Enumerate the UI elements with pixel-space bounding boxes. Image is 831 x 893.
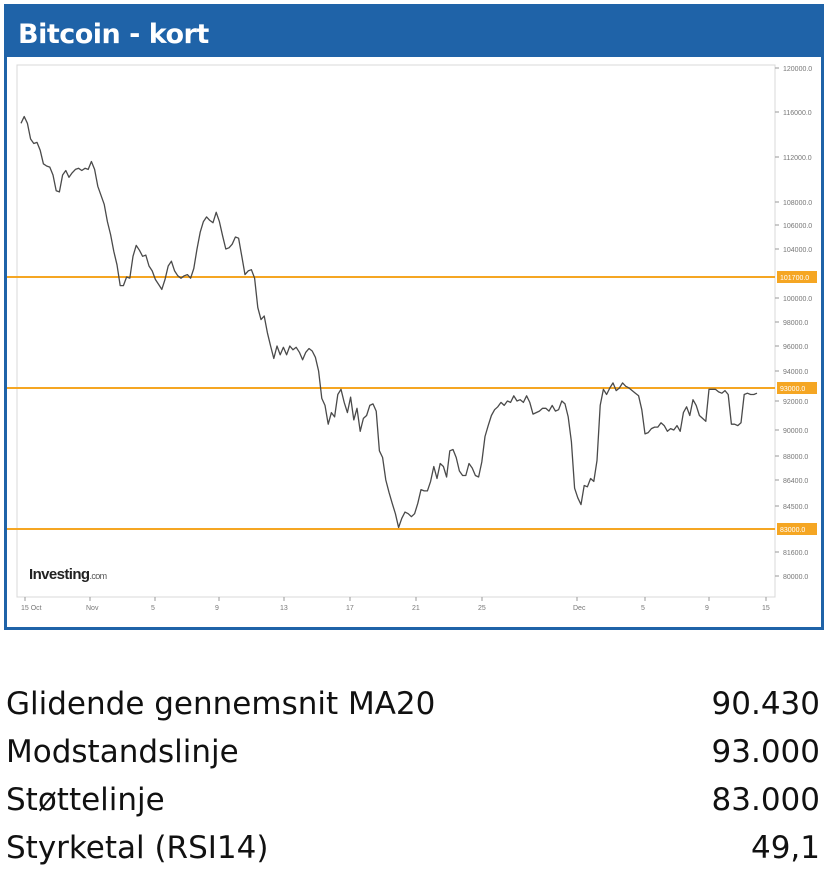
y-tick-label: 90000.0 — [783, 428, 808, 435]
level-label: 93000.0 — [780, 386, 805, 393]
price-chart: 120000.0 116000.0 112000.0 108000.0 106000.0… — [7, 64, 817, 612]
y-tick-label: 88000.0 — [783, 454, 808, 461]
x-tick-label: 5 — [151, 605, 155, 612]
level-badge — [777, 271, 817, 283]
y-tick-label: 81600.0 — [783, 550, 808, 557]
stat-row-rsi: Styrketal (RSI14) 49,1 — [6, 830, 820, 878]
y-tick-label: 86400.0 — [783, 478, 808, 485]
y-tick-label: 116000.0 — [783, 110, 812, 117]
level-label: 101700.0 — [780, 275, 809, 282]
stat-value-ma20: 90.430 — [711, 686, 820, 722]
y-tick-label: 80000.0 — [783, 574, 808, 581]
y-tick-label: 104000.0 — [783, 247, 812, 254]
y-tick-label: 106000.0 — [783, 223, 812, 230]
stat-value-resistance: 93.000 — [711, 734, 820, 770]
stat-label-rsi: Styrketal (RSI14) — [6, 830, 269, 866]
y-tick-label: 120000.0 — [783, 66, 812, 73]
stat-label-ma20: Glidende gennemsnit MA20 — [6, 686, 436, 722]
investing-watermark: Investing.com — [29, 566, 107, 583]
stat-row-support: Støttelinje 83.000 — [6, 782, 820, 830]
stat-value-support: 83.000 — [711, 782, 820, 818]
x-tick-label: 21 — [412, 605, 420, 612]
x-tick-label: 15 — [762, 605, 770, 612]
x-tick-label: 17 — [346, 605, 354, 612]
x-tick-label: 5 — [641, 605, 645, 612]
stat-row-ma20: Glidende gennemsnit MA20 90.430 — [6, 686, 820, 734]
x-tick-label: 9 — [215, 605, 219, 612]
level-badge — [777, 523, 817, 535]
price-series-line — [20, 115, 758, 529]
stats-table: Glidende gennemsnit MA20 90.430 Modstand… — [6, 686, 820, 878]
stat-value-rsi: 49,1 — [750, 830, 820, 866]
stat-label-support: Støttelinje — [6, 782, 165, 818]
y-tick-label: 112000.0 — [783, 155, 812, 162]
x-tick-label: Dec — [573, 605, 586, 612]
y-tick-label: 92000.0 — [783, 399, 808, 406]
stat-label-resistance: Modstandslinje — [6, 734, 239, 770]
y-tick-label: 84500.0 — [783, 504, 808, 511]
y-tick-label: 100000.0 — [783, 296, 812, 303]
plot-frame — [16, 64, 776, 598]
x-tick-label: 25 — [478, 605, 486, 612]
y-tick-label: 96000.0 — [783, 344, 808, 351]
x-tick-label: 15 Oct — [21, 605, 42, 612]
x-tick-label: 13 — [280, 605, 288, 612]
stat-row-resistance: Modstandslinje 93.000 — [6, 734, 820, 782]
x-tick-label: Nov — [86, 605, 99, 612]
level-badge — [777, 382, 817, 394]
level-label: 83000.0 — [780, 527, 805, 534]
chart-title: Bitcoin - kort — [18, 19, 209, 50]
y-tick-label: 108000.0 — [783, 200, 812, 207]
y-tick-label: 98000.0 — [783, 320, 808, 327]
chart-area: 120000.0 116000.0 112000.0 108000.0 106000.0… — [7, 57, 821, 627]
chart-panel: Bitcoin - kort 120000.0 116000.0 112000.0 1… — [4, 4, 824, 630]
y-tick-label: 94000.0 — [783, 369, 808, 376]
x-tick-label: 9 — [705, 605, 709, 612]
